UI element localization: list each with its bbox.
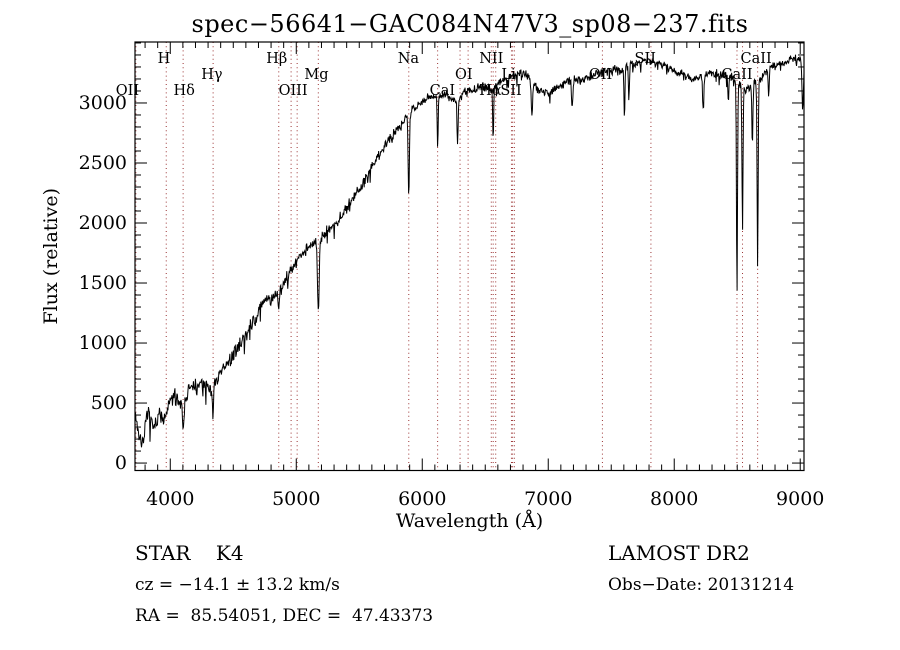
object-class-label: STAR K4 (135, 541, 244, 565)
spectral-line-label: CaII (741, 51, 772, 67)
x-tick-label: 8000 (650, 488, 698, 510)
spectral-line-label: OIII (279, 83, 308, 99)
y-tick-label: 1000 (79, 332, 127, 354)
y-tick-label: 1500 (79, 272, 127, 294)
radial-velocity-label: cz = −14.1 ± 13.2 km/s (135, 575, 340, 595)
y-tick-label: 2000 (79, 212, 127, 234)
y-axis-title: Flux (relative) (40, 188, 62, 325)
spectral-line-label: Hδ (173, 83, 194, 99)
plot-frame (134, 41, 805, 472)
y-tick-label: 0 (115, 452, 127, 474)
spectral-line-label: Na (398, 51, 420, 67)
x-axis-title: Wavelength (Å) (396, 510, 543, 532)
x-tick-label: 9000 (776, 488, 824, 510)
spectral-line-label: OI (455, 67, 473, 83)
survey-release-label: LAMOST DR2 (608, 541, 750, 565)
obs-date-label: Obs−Date: 20131214 (608, 575, 795, 595)
y-tick-label: 2500 (79, 152, 127, 174)
spectral-line-label: NII (479, 51, 503, 67)
y-tick-label: 3000 (79, 92, 127, 114)
x-tick-label: 5000 (272, 488, 320, 510)
x-tick-label: 6000 (398, 488, 446, 510)
y-tick-label: 500 (91, 392, 127, 414)
plot-title: spec−56641−GAC084N47V3_sp08−237.fits (191, 10, 749, 38)
spectrum-trace (135, 54, 804, 448)
ra-dec-label: RA = 85.54051, DEC = 47.43373 (135, 606, 434, 626)
spectral-line-label: Mg (304, 67, 328, 83)
x-tick-label: 7000 (524, 488, 572, 510)
spectral-line-label: OII (116, 83, 139, 99)
spectral-line-label: Hβ (266, 51, 287, 67)
spectral-line-label: H (158, 51, 171, 67)
spectral-line-label: Hγ (201, 67, 222, 83)
x-tick-label: 4000 (146, 488, 194, 510)
spectral-line-label: SII (500, 83, 521, 99)
